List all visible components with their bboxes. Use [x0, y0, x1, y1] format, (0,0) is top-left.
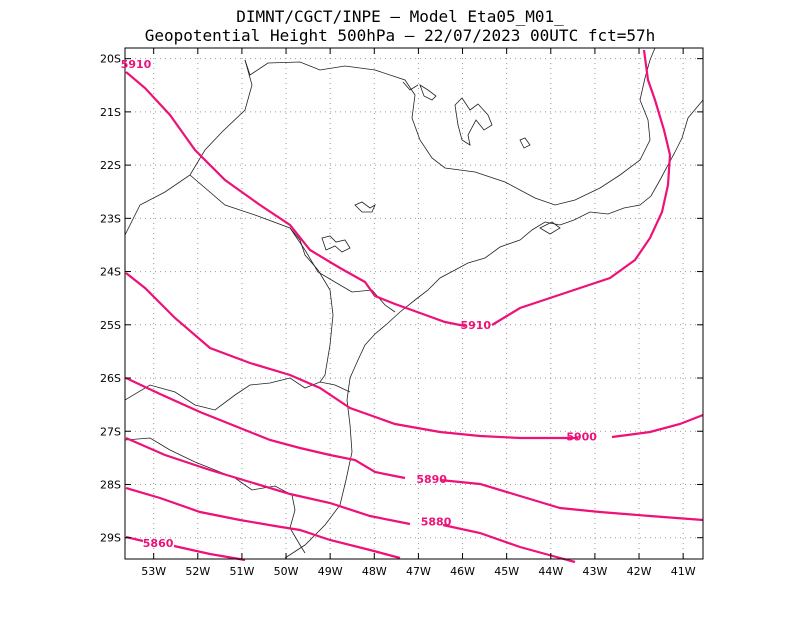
- lake: [354, 201, 376, 213]
- lon-tick-label: 45W: [494, 565, 519, 578]
- lon-tick-label: 46W: [450, 565, 475, 578]
- contour-label: 5880: [421, 516, 452, 529]
- lake: [519, 137, 531, 149]
- contour-5890: [125, 377, 704, 522]
- geopotential-contours: [125, 49, 704, 564]
- lon-tick-label: 50W: [274, 565, 299, 578]
- river: [402, 81, 419, 91]
- contour-label: 5890: [416, 473, 447, 486]
- contour-5910-west: [125, 71, 466, 328]
- lat-tick-label: 23S: [100, 212, 121, 225]
- lon-tick-label: 43W: [582, 565, 607, 578]
- lake: [454, 97, 493, 146]
- lat-tick-label: 21S: [100, 106, 121, 119]
- state-border-pr-west: [289, 227, 334, 383]
- contour-5870: [125, 486, 401, 560]
- contour-5880: [125, 436, 576, 564]
- state-border-sp-mg: [244, 47, 656, 206]
- coastline-and-borders: [124, 47, 704, 559]
- contour-label: 5910: [460, 319, 491, 332]
- lon-tick-label: 47W: [406, 565, 431, 578]
- lat-tick-label: 24S: [100, 266, 121, 279]
- lat-tick-label: 22S: [100, 159, 121, 172]
- lat-tick-label: 20S: [100, 53, 121, 66]
- state-border-sp-pr: [124, 59, 253, 236]
- lat-tick-label: 28S: [100, 478, 121, 491]
- lat-tick-label: 29S: [100, 532, 121, 545]
- contour-5910-east: [491, 49, 672, 326]
- lat-tick-label: 27S: [100, 425, 121, 438]
- contour-label: 5910: [121, 58, 152, 71]
- lat-tick-label: 25S: [100, 319, 121, 332]
- axis-ticks: 20S 21S 22S 23S 24S 25S 26S 27S 28S 29S 53W 52W 51W 5…: [100, 48, 703, 578]
- lon-tick-label: 53W: [141, 565, 166, 578]
- lon-tick-label: 44W: [538, 565, 563, 578]
- lon-tick-label: 49W: [318, 565, 343, 578]
- island: [539, 221, 561, 235]
- lat-tick-label: 26S: [100, 372, 121, 385]
- contour-label: 5860: [143, 537, 174, 550]
- contour-5900: [125, 272, 704, 440]
- map-title-line2: Geopotential Height 500hPa – 22/07/2023 …: [144, 26, 656, 45]
- lake: [419, 84, 437, 101]
- lat-lon-grid: [125, 48, 703, 559]
- coastline: [284, 99, 704, 559]
- lon-tick-label: 41W: [671, 565, 696, 578]
- lake: [321, 235, 351, 253]
- lon-tick-label: 42W: [627, 565, 652, 578]
- map-title-line1: DIMNT/CGCT/INPE – Model Eta05_M01_: [236, 7, 564, 26]
- lon-tick-label: 48W: [362, 565, 387, 578]
- state-border-pr-sp: [189, 174, 396, 313]
- contour-label: 5900: [566, 431, 597, 444]
- lon-tick-label: 51W: [229, 565, 254, 578]
- map-frame: [124, 47, 704, 560]
- contour-labels: 5910 5910 5900 5890 5880 5860: [121, 58, 598, 550]
- lon-tick-label: 52W: [185, 565, 210, 578]
